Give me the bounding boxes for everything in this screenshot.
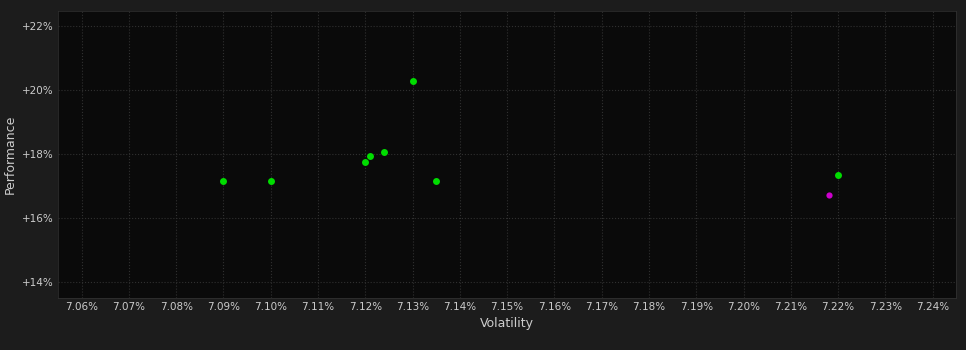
Point	[215, 178, 231, 184]
Point	[263, 178, 278, 184]
Point	[377, 149, 392, 155]
Y-axis label: Performance: Performance	[4, 114, 16, 194]
Point	[429, 178, 444, 184]
Point	[821, 193, 837, 198]
X-axis label: Volatility: Volatility	[480, 317, 534, 330]
Point	[831, 172, 846, 177]
Point	[357, 159, 373, 165]
Point	[405, 78, 420, 83]
Point	[362, 153, 378, 159]
